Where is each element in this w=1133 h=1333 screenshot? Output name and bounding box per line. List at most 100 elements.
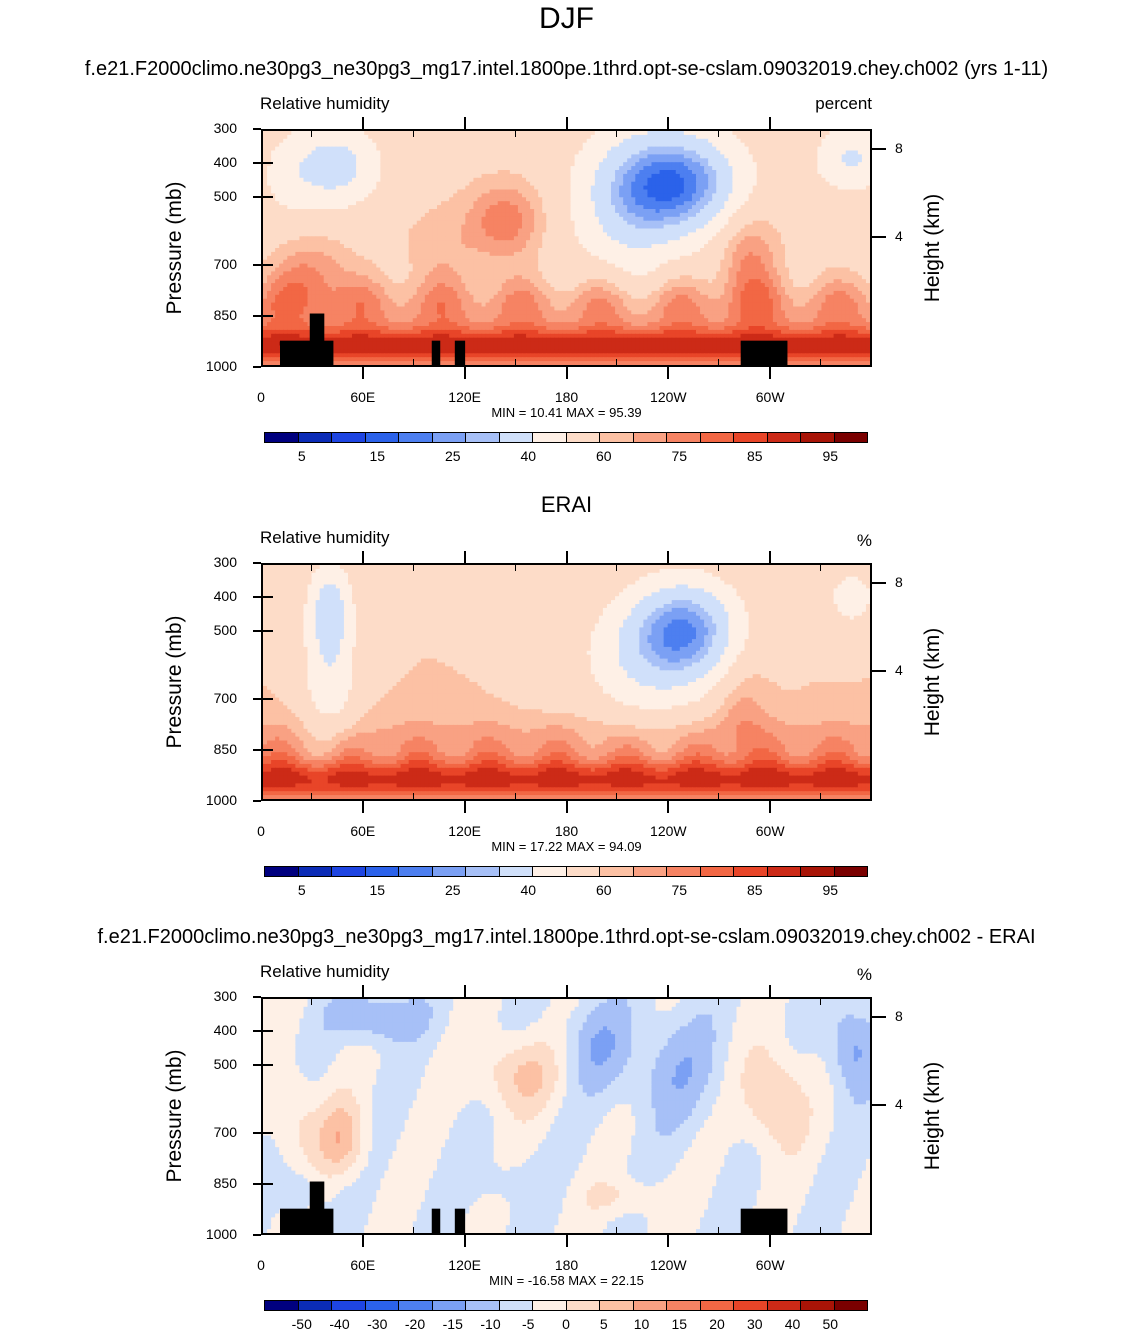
y-tick-mark <box>263 1030 273 1033</box>
colorbar-swatch <box>332 867 366 876</box>
colorbar-swatch <box>399 867 433 876</box>
y-axis-label: Pressure (mb) <box>163 1016 187 1216</box>
x-minor-tick <box>718 793 720 801</box>
colorbar-swatch <box>801 433 835 442</box>
x-tick-mark <box>463 551 466 563</box>
topography-mask-0 <box>279 1208 334 1233</box>
y-tick-mark <box>263 162 273 165</box>
x-tick-mark <box>769 985 772 997</box>
contour-field <box>263 131 870 365</box>
colorbar-swatch <box>499 433 533 442</box>
x-tick-mark <box>565 1235 568 1247</box>
y-tick-mark <box>253 128 261 130</box>
y-tick-label: 850 <box>214 1175 237 1191</box>
topography-mask-0 <box>279 340 334 365</box>
colorbar-label: 85 <box>735 882 775 898</box>
x-minor-tick <box>820 129 822 137</box>
y-tick-label: 850 <box>214 741 237 757</box>
y-tick-mark <box>253 1234 261 1236</box>
x-minor-tick <box>718 359 720 367</box>
y-tick-mark <box>253 366 261 368</box>
colorbar-swatch <box>298 1301 332 1310</box>
right-string: % <box>857 531 872 551</box>
x-tick-label: 120E <box>435 1257 495 1273</box>
x-minor-tick <box>412 563 414 571</box>
y-tick-label: 850 <box>214 307 237 323</box>
y-tick-mark <box>253 596 261 599</box>
x-tick-label: 0 <box>231 1257 291 1273</box>
colorbar-swatch <box>734 867 768 876</box>
y-tick-mark <box>253 162 261 165</box>
x-minor-tick <box>616 793 618 801</box>
y-tick-mark <box>253 697 261 700</box>
x-tick-label: 60W <box>740 823 800 839</box>
colorbar-label: 40 <box>773 1316 813 1332</box>
min-max-stats: MIN = 10.41 MAX = 95.39 <box>0 405 1133 420</box>
topography-mask-2 <box>431 340 441 365</box>
x-tick-mark <box>361 985 364 997</box>
x-minor-tick <box>412 793 414 801</box>
colorbar-swatch <box>533 433 567 442</box>
colorbar-label: 25 <box>433 448 473 464</box>
colorbar-label: 15 <box>357 448 397 464</box>
x-minor-tick <box>820 563 822 571</box>
colorbar-label: 10 <box>622 1316 662 1332</box>
colorbar-swatch <box>399 433 433 442</box>
topography-mask-3 <box>454 1208 466 1233</box>
colorbar <box>264 432 868 443</box>
x-tick-label: 0 <box>231 389 291 405</box>
y-tick-mark <box>263 596 273 599</box>
x-tick-label: 180 <box>537 1257 597 1273</box>
x-tick-mark <box>667 117 670 129</box>
x-minor-tick <box>820 997 822 1005</box>
x-tick-label: 0 <box>231 823 291 839</box>
y-tick-label: 1000 <box>206 358 237 374</box>
y-tick-mark <box>253 800 261 802</box>
plot-area <box>261 129 872 367</box>
topography-mask-1 <box>309 1181 325 1212</box>
y2-tick-label: 8 <box>895 140 903 156</box>
colorbar-label: -10 <box>471 1316 511 1332</box>
colorbar-swatch <box>700 1301 734 1310</box>
panel-title: f.e21.F2000climo.ne30pg3_ne30pg3_mg17.in… <box>0 926 1133 949</box>
colorbar-swatch <box>365 433 399 442</box>
colorbar-label: 15 <box>357 882 397 898</box>
colorbar-label: 85 <box>735 448 775 464</box>
x-minor-tick <box>310 359 312 367</box>
colorbar-swatch <box>432 867 466 876</box>
colorbar-label: -5 <box>508 1316 548 1332</box>
x-minor-tick <box>514 793 516 801</box>
y2-tick-mark <box>872 147 886 150</box>
y-axis-label: Pressure (mb) <box>163 148 187 348</box>
x-tick-mark <box>667 551 670 563</box>
colorbar-swatch <box>734 433 768 442</box>
colorbar-label: 25 <box>433 882 473 898</box>
y-tick-mark <box>263 697 273 700</box>
x-tick-mark <box>769 367 772 379</box>
colorbar-label: 30 <box>735 1316 775 1332</box>
x-tick-label: 180 <box>537 389 597 405</box>
colorbar-label: 0 <box>546 1316 586 1332</box>
colorbar-swatch <box>533 867 567 876</box>
x-minor-tick <box>718 1227 720 1235</box>
colorbar-label: 5 <box>584 1316 624 1332</box>
x-minor-tick <box>718 563 720 571</box>
colorbar-label: -40 <box>320 1316 360 1332</box>
y2-axis-label: Height (km) <box>921 582 945 782</box>
x-tick-mark <box>667 985 670 997</box>
x-tick-label: 60E <box>333 389 393 405</box>
x-tick-mark <box>565 367 568 379</box>
x-tick-mark <box>667 801 670 813</box>
x-tick-mark <box>667 367 670 379</box>
y-tick-label: 400 <box>214 588 237 604</box>
colorbar-swatch <box>399 1301 433 1310</box>
y-tick-mark <box>263 315 273 318</box>
plot-area <box>261 563 872 801</box>
colorbar-swatch <box>298 867 332 876</box>
x-tick-mark <box>463 1235 466 1247</box>
x-tick-mark <box>769 551 772 563</box>
colorbar-swatch <box>834 1301 867 1310</box>
y-axis-label: Pressure (mb) <box>163 582 187 782</box>
x-tick-mark <box>463 801 466 813</box>
y-tick-mark <box>253 996 261 998</box>
